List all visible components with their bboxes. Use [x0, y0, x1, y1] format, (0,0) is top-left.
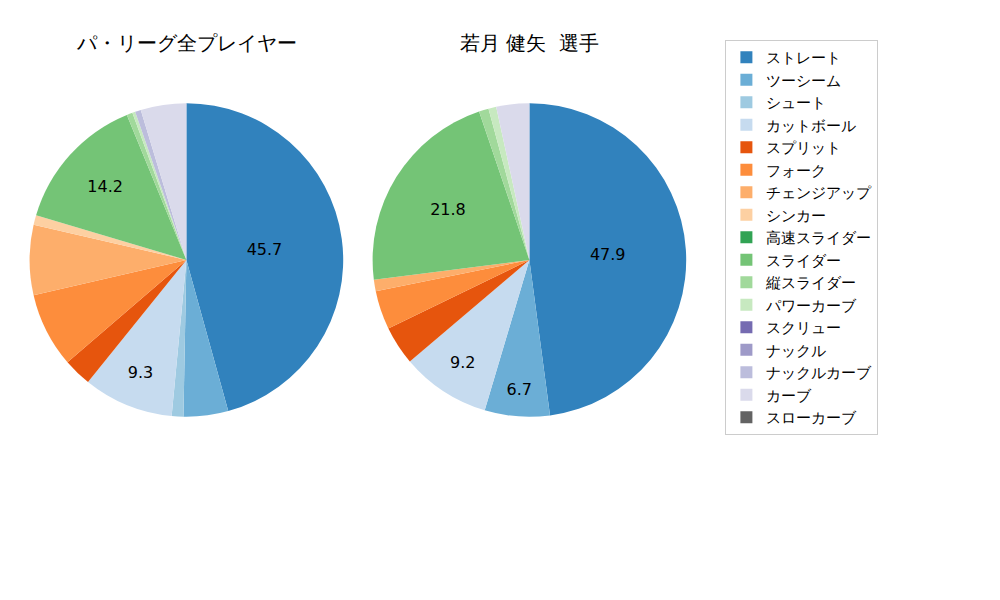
svg-text:21.8: 21.8	[430, 200, 466, 219]
svg-text:ナックルカーブ: ナックルカーブ	[766, 364, 872, 382]
svg-text:47.9: 47.9	[590, 245, 626, 264]
svg-text:スクリュー: スクリュー	[766, 319, 841, 337]
svg-text:9.2: 9.2	[450, 353, 475, 372]
svg-text:スプリット: スプリット	[766, 139, 841, 157]
svg-text:ストレート: ストレート	[766, 49, 841, 67]
svg-text:パ・リーグ全プレイヤー: パ・リーグ全プレイヤー	[76, 31, 297, 55]
svg-text:スローカーブ: スローカーブ	[766, 409, 857, 427]
svg-text:縦スライダー: 縦スライダー	[765, 274, 856, 292]
svg-text:45.7: 45.7	[247, 240, 283, 259]
svg-text:チェンジアップ: チェンジアップ	[766, 184, 872, 202]
svg-text:カットボール: カットボール	[766, 117, 856, 135]
svg-text:高速スライダー: 高速スライダー	[766, 229, 871, 247]
svg-text:フォーク: フォーク	[766, 162, 826, 180]
svg-text:カーブ: カーブ	[766, 387, 812, 405]
svg-text:若月 健矢 選手: 若月 健矢 選手	[460, 31, 599, 55]
svg-text:9.3: 9.3	[128, 363, 153, 382]
svg-text:6.7: 6.7	[506, 380, 531, 399]
svg-text:スライダー: スライダー	[766, 252, 841, 270]
svg-text:シュート: シュート	[766, 94, 826, 112]
svg-text:ナックル: ナックル	[766, 342, 826, 360]
svg-text:パワーカーブ: パワーカーブ	[765, 297, 857, 315]
svg-text:ツーシーム: ツーシーム	[766, 72, 841, 90]
svg-text:シンカー: シンカー	[766, 207, 826, 225]
svg-text:14.2: 14.2	[87, 177, 123, 196]
